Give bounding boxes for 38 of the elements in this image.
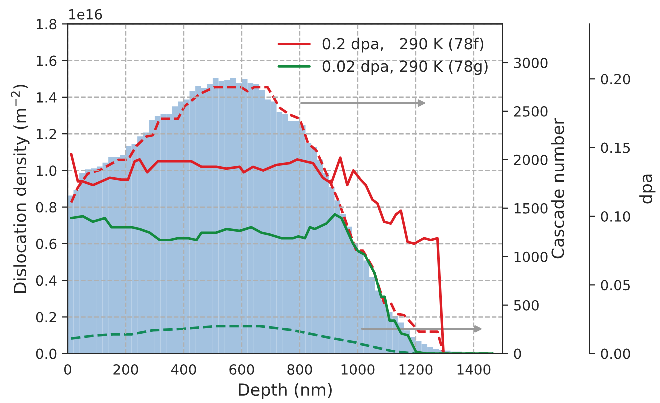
x-tick-label: 400 <box>171 364 196 375</box>
text: 1e16 <box>70 9 102 20</box>
x-axis-title: Depth (nm) <box>239 383 332 400</box>
legend-label: 0.2 dpa, 290 K (78f) <box>322 38 484 53</box>
y3-tick-label: 0.10 <box>601 211 630 222</box>
y-tick-label: 0.4 <box>36 276 57 286</box>
y3-axis-title: dpa <box>640 174 656 204</box>
y3-tick-label: 0.20 <box>601 74 630 85</box>
y2-tick-label: 500 <box>514 300 539 311</box>
y2-tick-label: 2000 <box>514 154 548 166</box>
x-tick-label: 600 <box>230 364 254 375</box>
y-tick-label: 0.8 <box>36 202 57 213</box>
y2-tick-label: 2500 <box>514 106 548 117</box>
x-tick-label: 200 <box>114 364 138 375</box>
y2-tick-label: 3000 <box>514 58 548 68</box>
y-tick-label: 0.2 <box>36 312 56 323</box>
x-tick-label: 1400 <box>458 364 491 375</box>
y2-axis-title: Cascade number <box>551 118 564 259</box>
y-tick-label: 1.6 <box>37 56 57 66</box>
y-tick-label: 1.8 <box>37 19 57 30</box>
y-tick-label: 1.2 <box>37 129 56 140</box>
y2-tick-label: 1000 <box>514 252 548 262</box>
y-tick-label: 1.4 <box>37 92 57 103</box>
x-tick-label: 1000 <box>342 364 375 375</box>
y-tick-label: 0.6 <box>36 238 57 250</box>
y3-tick-label: 0.15 <box>601 142 630 154</box>
y-tick-label: 1.0 <box>37 166 57 176</box>
legend-label: 0.02 dpa, 290 K (78g) <box>322 60 488 76</box>
x-tick-label: 0 <box>64 364 72 375</box>
line-series <box>70 213 494 354</box>
x-tick-label: 800 <box>288 364 312 375</box>
y3-tick-label: 0.00 <box>601 348 630 360</box>
x-tick-label: 1200 <box>400 364 433 375</box>
y2-tick-label: 1500 <box>514 203 548 214</box>
y3-tick-label: 0.05 <box>601 280 630 291</box>
y-tick-label: 0.0 <box>36 348 57 360</box>
y2-tick-label: 0 <box>514 348 522 360</box>
y-axis-title: Dislocation density (m$^{−2}$) <box>11 84 30 293</box>
